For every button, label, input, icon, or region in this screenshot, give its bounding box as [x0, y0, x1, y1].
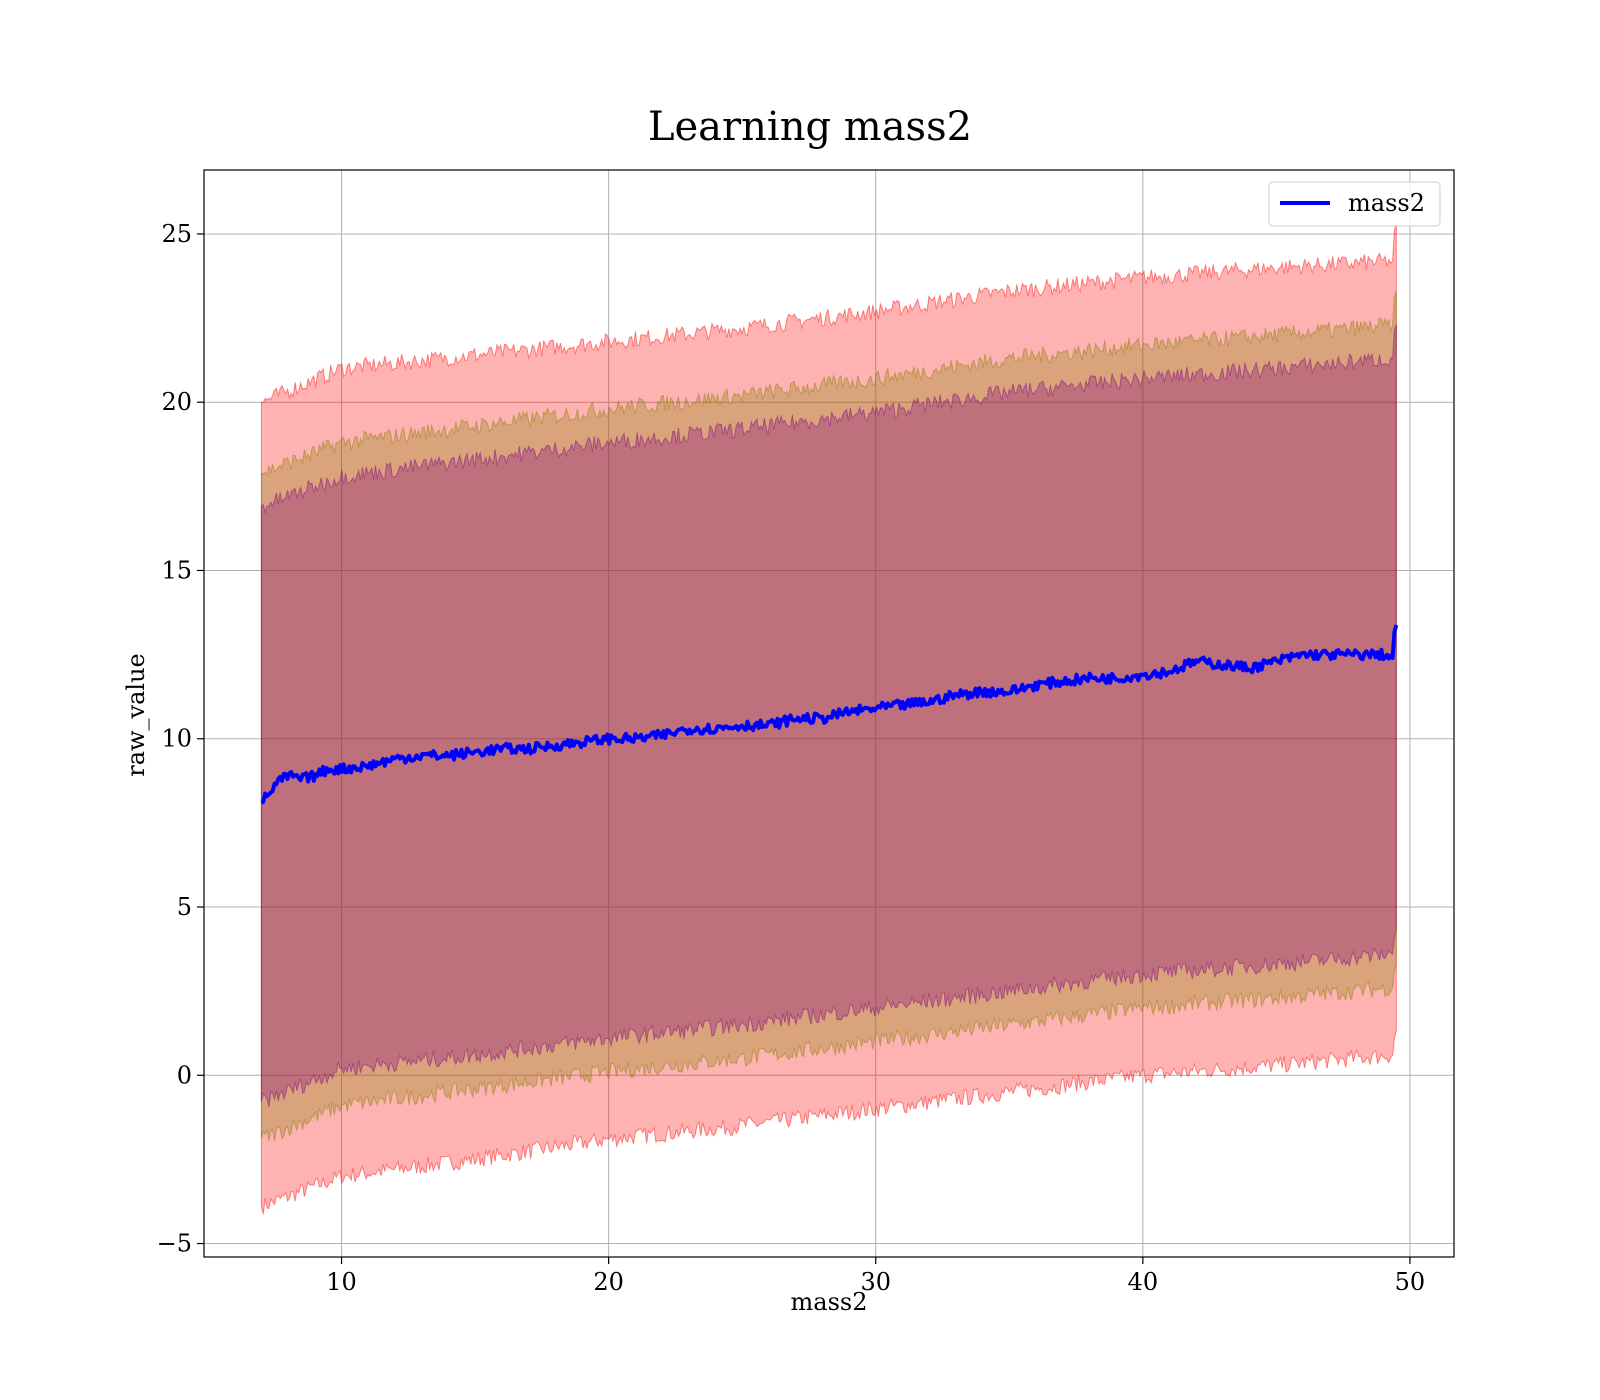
plot-frame: [203, 169, 1455, 1258]
x-axis-ticks: 10 20 30 40 50: [326, 1257, 1425, 1296]
x-tick-label-4: 50: [1395, 1268, 1426, 1296]
x-tick-label-3: 40: [1128, 1268, 1159, 1296]
y-tick-label-5: 20: [161, 388, 192, 416]
y-tick-label-0: −5: [157, 1230, 192, 1258]
y-tick-label-2: 5: [177, 893, 192, 921]
chart-title: Learning mass2: [647, 104, 973, 150]
legend-box: [1268, 181, 1441, 227]
x-tick-label-2: 30: [860, 1268, 891, 1296]
legend-label-mass2: mass2: [1348, 189, 1425, 217]
y-axis-label: raw_value: [122, 653, 150, 777]
y-tick-label-4: 15: [161, 556, 192, 584]
y-axis-ticks: −5 0 5 10 15 20 25: [157, 220, 204, 1258]
series-lines: [260, 624, 1399, 805]
grid-lines: [204, 170, 1454, 1257]
y-tick-label-6: 25: [161, 220, 192, 248]
x-axis-label: mass2: [790, 1288, 868, 1316]
x-tick-label-1: 20: [593, 1268, 624, 1296]
series-line-0: [260, 624, 1399, 805]
x-tick-label-0: 10: [326, 1268, 357, 1296]
y-tick-label-1: 0: [177, 1061, 192, 1089]
y-tick-label-3: 10: [161, 725, 192, 753]
legend: mass2: [1268, 181, 1441, 227]
